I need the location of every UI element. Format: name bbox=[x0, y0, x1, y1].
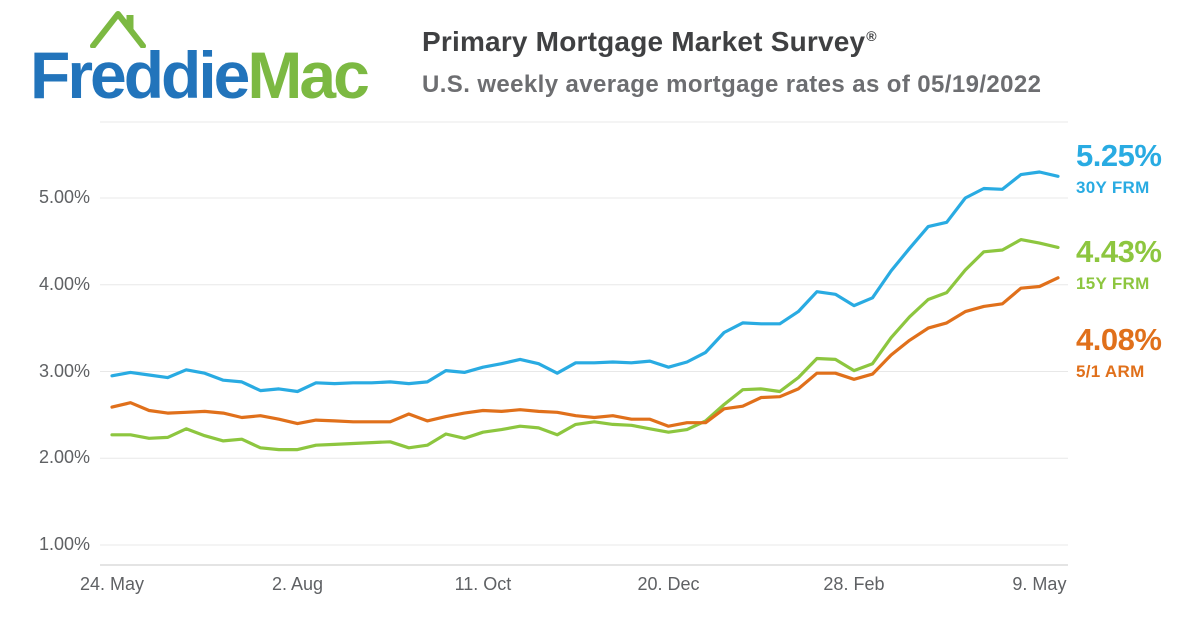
logo-mac: Mac bbox=[247, 38, 369, 112]
house-icon bbox=[90, 11, 146, 48]
logo-wordmark: FreddieMac bbox=[30, 42, 410, 108]
rate-value-30y-frm: 5.25% bbox=[1076, 138, 1162, 173]
x-axis-label: 20. Dec bbox=[637, 574, 700, 594]
header-titles: Primary Mortgage Market Survey® U.S. wee… bbox=[422, 26, 1042, 99]
page-title: Primary Mortgage Market Survey® bbox=[422, 26, 1041, 58]
series-line-30y-frm bbox=[110, 170, 1060, 394]
rate-value-5-1-arm: 4.08% bbox=[1076, 322, 1162, 357]
x-axis-label: 9. May bbox=[1012, 574, 1067, 594]
series-label-5-1-arm: 5/1 ARM bbox=[1076, 362, 1145, 381]
annotation-15y-frm: 4.43% 15Y FRM bbox=[1076, 234, 1162, 294]
y-axis-label: 5.00% bbox=[38, 187, 90, 207]
y-axis-label: 1.00% bbox=[38, 534, 90, 554]
series-line-5-1-arm bbox=[110, 276, 1060, 428]
series-label-15y-frm: 15Y FRM bbox=[1076, 274, 1150, 293]
x-axis-label: 28. Feb bbox=[823, 574, 885, 594]
freddie-mac-logo: FreddieMac bbox=[30, 8, 410, 108]
page-subtitle: U.S. weekly average mortgage rates as of… bbox=[422, 70, 1042, 98]
annotation-5-1-arm: 4.08% 5/1 ARM bbox=[1076, 322, 1162, 382]
y-axis-label: 3.00% bbox=[38, 360, 90, 381]
logo-freddie: Freddie bbox=[30, 38, 250, 112]
page-title-text: Primary Mortgage Market Survey bbox=[422, 26, 866, 57]
x-axis-label: 11. Oct bbox=[454, 574, 512, 594]
series-label-30y-frm: 30Y FRM bbox=[1076, 178, 1150, 197]
annotation-30y-frm: 5.25% 30Y FRM bbox=[1076, 138, 1162, 198]
registered-trademark-mark: ® bbox=[866, 27, 877, 44]
x-axis-label: 2. Aug bbox=[271, 574, 323, 594]
rate-value-15y-frm: 4.43% bbox=[1076, 234, 1162, 269]
y-axis-label: 2.00% bbox=[38, 447, 90, 468]
series-line-15y-frm bbox=[110, 238, 1060, 452]
x-axis-label: 24. May bbox=[79, 574, 145, 594]
y-axis-label: 4.00% bbox=[38, 273, 90, 294]
